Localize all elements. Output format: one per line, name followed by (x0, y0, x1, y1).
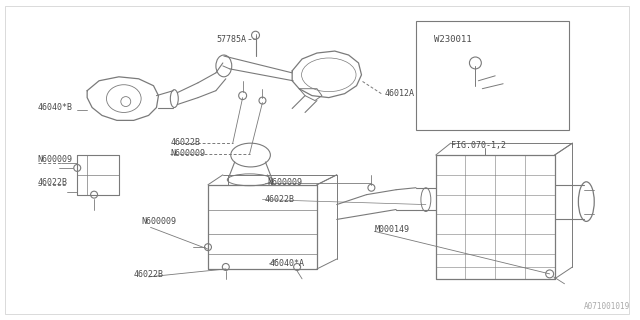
Text: 46022B: 46022B (264, 195, 294, 204)
Text: 46022B: 46022B (134, 270, 164, 279)
Text: A071001019: A071001019 (584, 302, 630, 311)
Text: W230011: W230011 (434, 35, 472, 44)
Text: FIG.070-1,2: FIG.070-1,2 (451, 141, 506, 150)
Text: 46022B: 46022B (38, 178, 68, 187)
Text: N600009: N600009 (268, 178, 303, 187)
Text: 46012A: 46012A (384, 89, 414, 98)
Text: 46040*A: 46040*A (269, 259, 305, 268)
Text: 46040*B: 46040*B (38, 103, 72, 112)
Text: N600009: N600009 (141, 217, 177, 226)
Text: N600009: N600009 (38, 156, 72, 164)
Text: 57785A: 57785A (216, 35, 246, 44)
Text: N600009: N600009 (170, 148, 205, 157)
Bar (416, 21, 570, 130)
Text: M000149: M000149 (374, 225, 410, 234)
Text: 46022B: 46022B (170, 138, 200, 147)
